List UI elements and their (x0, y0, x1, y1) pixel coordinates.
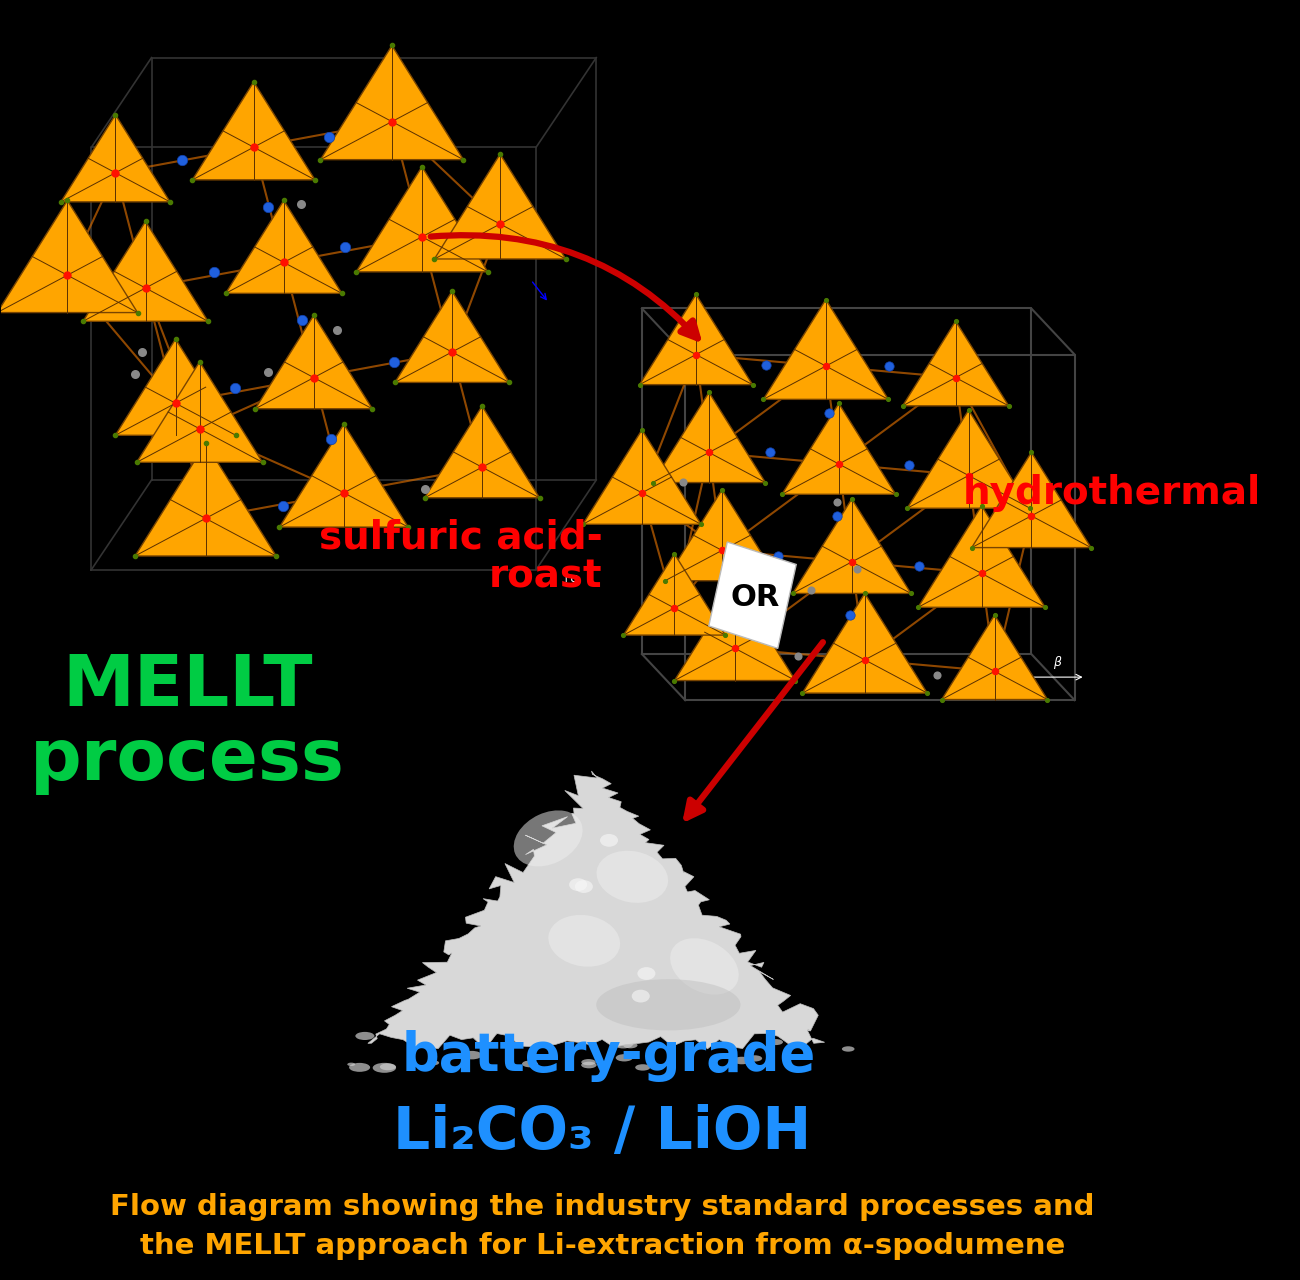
Polygon shape (425, 406, 540, 498)
Polygon shape (624, 554, 725, 635)
Polygon shape (0, 201, 138, 312)
Ellipse shape (569, 878, 588, 891)
Polygon shape (902, 321, 1009, 406)
Ellipse shape (373, 1062, 396, 1073)
Ellipse shape (347, 1062, 355, 1066)
Ellipse shape (549, 915, 620, 966)
Ellipse shape (350, 1062, 370, 1071)
Ellipse shape (462, 1051, 482, 1060)
Ellipse shape (355, 1032, 374, 1041)
Ellipse shape (428, 1060, 439, 1065)
Text: MELLT
process: MELLT process (30, 652, 344, 795)
Polygon shape (83, 221, 208, 321)
Ellipse shape (616, 1055, 633, 1061)
Polygon shape (135, 443, 276, 556)
Text: ↑c: ↑c (560, 572, 577, 585)
Ellipse shape (768, 1039, 783, 1044)
Polygon shape (368, 771, 824, 1050)
Polygon shape (781, 403, 896, 494)
Polygon shape (708, 541, 796, 649)
Polygon shape (192, 82, 315, 180)
Polygon shape (356, 166, 488, 271)
Ellipse shape (614, 1041, 633, 1048)
Polygon shape (226, 201, 342, 293)
Polygon shape (395, 291, 510, 383)
Ellipse shape (597, 851, 668, 902)
Ellipse shape (747, 1055, 762, 1061)
Ellipse shape (601, 835, 618, 847)
Polygon shape (255, 315, 372, 408)
Ellipse shape (733, 1057, 750, 1064)
Ellipse shape (636, 1064, 650, 1070)
Ellipse shape (619, 1038, 637, 1046)
Polygon shape (321, 46, 463, 160)
Ellipse shape (637, 968, 655, 980)
Text: Li₂CO₃ / LiOH: Li₂CO₃ / LiOH (393, 1105, 811, 1161)
Ellipse shape (581, 1059, 595, 1065)
Polygon shape (653, 393, 766, 483)
Polygon shape (136, 362, 263, 462)
Polygon shape (802, 593, 927, 694)
Ellipse shape (380, 1064, 396, 1070)
Text: battery-grade: battery-grade (402, 1030, 815, 1082)
Polygon shape (918, 506, 1045, 607)
Polygon shape (666, 490, 779, 581)
Polygon shape (116, 339, 235, 435)
Ellipse shape (581, 1061, 597, 1069)
Polygon shape (971, 452, 1091, 548)
Ellipse shape (842, 1046, 854, 1052)
Ellipse shape (632, 989, 650, 1002)
Polygon shape (61, 115, 170, 202)
Text: OR: OR (731, 584, 780, 612)
Polygon shape (793, 499, 911, 594)
Polygon shape (280, 424, 408, 527)
Ellipse shape (514, 810, 582, 867)
Text: hydrothermal: hydrothermal (963, 474, 1261, 512)
Ellipse shape (478, 1028, 498, 1037)
Polygon shape (941, 616, 1048, 699)
Polygon shape (640, 294, 753, 384)
Ellipse shape (597, 979, 741, 1030)
Polygon shape (763, 300, 888, 399)
Ellipse shape (670, 938, 738, 995)
Ellipse shape (623, 1042, 637, 1048)
Polygon shape (675, 584, 796, 681)
Text: sulfuric acid-
roast: sulfuric acid- roast (318, 518, 602, 595)
Ellipse shape (575, 881, 593, 893)
Polygon shape (582, 430, 701, 525)
Text: β: β (1053, 655, 1061, 668)
Ellipse shape (523, 1061, 538, 1068)
Polygon shape (907, 410, 1030, 508)
Text: Flow diagram showing the industry standard processes and
the MELLT approach for : Flow diagram showing the industry standa… (111, 1193, 1095, 1260)
Polygon shape (434, 154, 566, 259)
